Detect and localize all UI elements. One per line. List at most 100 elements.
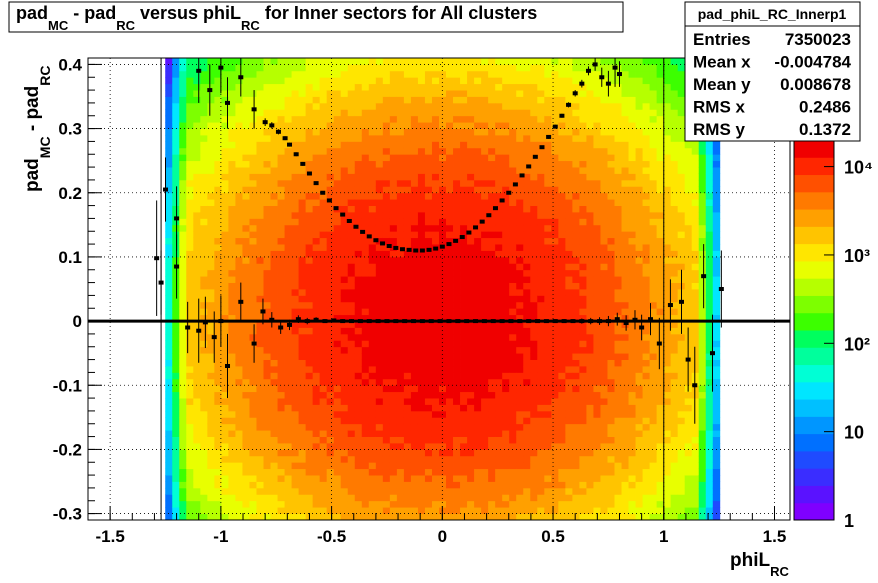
heat-cell	[460, 462, 468, 470]
heat-cell	[586, 494, 594, 502]
heat-cell	[530, 500, 538, 508]
heat-cell	[621, 353, 629, 360]
heat-cell	[417, 468, 426, 476]
heat-cell	[614, 449, 622, 457]
heat-cell	[579, 494, 587, 502]
heat-cell	[270, 64, 278, 72]
heat-cell	[354, 443, 363, 450]
heat-cell	[186, 269, 194, 277]
heat-cell	[439, 128, 447, 136]
heat-cell	[172, 295, 180, 303]
heat-cell	[481, 58, 489, 65]
heat-cell	[621, 398, 629, 405]
heat-cell	[291, 64, 299, 72]
heat-cell	[431, 462, 440, 470]
heat-cell	[200, 205, 208, 213]
heat-cell	[537, 487, 545, 495]
heat-cell	[389, 487, 398, 495]
heat-cell	[544, 359, 552, 367]
heat-cell	[347, 301, 356, 309]
heat-cell	[249, 353, 257, 360]
heat-cell	[431, 468, 440, 476]
heat-cell	[600, 186, 608, 194]
heat-cell	[368, 436, 377, 444]
heat-cell	[488, 231, 496, 239]
heat-cell	[214, 77, 222, 85]
heat-cell	[642, 308, 650, 316]
heat-cell	[509, 353, 517, 360]
heat-cell	[565, 212, 573, 219]
heat-cell	[354, 212, 363, 219]
heat-cell	[165, 295, 173, 303]
heat-cell	[642, 443, 650, 450]
heat-cell	[431, 327, 440, 335]
heat-cell	[446, 481, 454, 489]
heat-cell	[319, 340, 328, 348]
heat-cell	[312, 391, 321, 399]
heat-cell	[375, 353, 384, 360]
heat-cell	[305, 256, 314, 264]
heat-cell	[635, 289, 643, 296]
heat-cell	[172, 141, 180, 149]
heat-cell	[417, 122, 426, 129]
heat-cell	[424, 359, 433, 367]
heat-cell	[474, 70, 482, 78]
heat-cell	[530, 96, 538, 104]
heat-cell	[607, 378, 615, 386]
heat-cell	[502, 366, 510, 373]
heat-cell	[593, 378, 601, 386]
heat-cell	[298, 449, 307, 457]
heat-cell	[277, 340, 285, 348]
heat-cell	[270, 391, 278, 399]
heat-cell	[572, 109, 580, 117]
heat-cell	[453, 70, 461, 78]
heat-cell	[368, 417, 377, 425]
heat-cell	[270, 199, 278, 206]
heat-cell	[228, 269, 236, 277]
heat-cell	[200, 443, 208, 450]
heat-cell	[207, 205, 215, 213]
heat-cell	[305, 70, 314, 78]
heat-cell	[495, 154, 503, 162]
heat-cell	[424, 231, 433, 239]
heat-cell	[467, 321, 475, 328]
heat-cell	[565, 77, 573, 85]
heat-cell	[495, 378, 503, 386]
heat-cell	[621, 83, 629, 91]
heat-cell	[431, 122, 440, 129]
heat-cell	[172, 475, 180, 482]
heat-cell	[270, 141, 278, 149]
heat-cell	[361, 372, 370, 380]
heat-cell	[628, 475, 636, 482]
heat-cell	[565, 244, 573, 251]
heat-cell	[382, 192, 391, 200]
heat-cell	[319, 186, 328, 194]
heat-cell	[467, 96, 475, 104]
heat-cell	[305, 404, 314, 412]
heat-cell	[354, 135, 363, 142]
heat-cell	[424, 513, 433, 521]
heat-cell	[396, 462, 405, 470]
heat-cell	[368, 404, 377, 412]
heat-cell	[312, 115, 321, 123]
heat-cell	[291, 186, 299, 194]
heat-cell	[607, 218, 615, 226]
heat-cell	[642, 327, 650, 335]
heat-cell	[305, 494, 314, 502]
heat-cell	[417, 237, 426, 245]
heat-cell	[326, 301, 335, 309]
heat-cell	[439, 417, 447, 425]
heat-cell	[368, 494, 377, 502]
heat-cell	[333, 378, 342, 386]
heat-cell	[256, 391, 264, 399]
heat-cell	[375, 314, 384, 322]
heat-cell	[235, 173, 243, 181]
heat-cell	[579, 199, 587, 206]
heat-cell	[389, 410, 398, 418]
heat-cell	[256, 333, 264, 341]
heat-cell	[200, 391, 208, 399]
heat-cell	[389, 378, 398, 386]
heat-cell	[396, 167, 405, 174]
heat-cell	[600, 430, 608, 437]
heat-cell	[593, 443, 601, 450]
